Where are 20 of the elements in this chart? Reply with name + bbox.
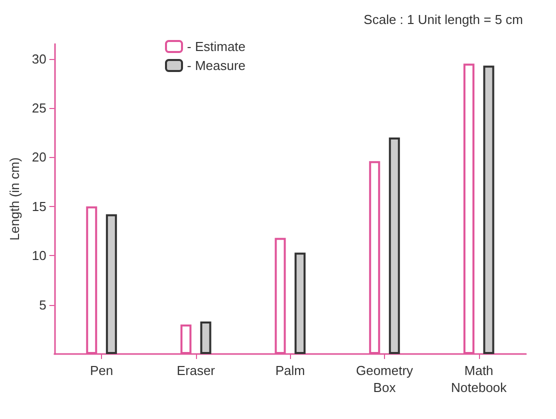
bar bbox=[200, 322, 212, 354]
y-tick-label: 5 bbox=[39, 297, 46, 312]
x-tick-label: Math Notebook bbox=[451, 363, 508, 395]
x-tick-label: Geometry Box bbox=[356, 363, 414, 395]
legend-label: - Estimate bbox=[187, 39, 246, 54]
x-tick-label: Eraser bbox=[176, 363, 216, 378]
bar bbox=[106, 214, 117, 354]
y-tick-label: 25 bbox=[32, 100, 46, 116]
legend-label: - Measure bbox=[187, 58, 246, 73]
y-tick-label: 15 bbox=[32, 198, 46, 214]
y-tick-label: 30 bbox=[32, 51, 46, 66]
bar bbox=[483, 66, 494, 354]
y-axis-title: Length (in cm) bbox=[7, 157, 22, 241]
bar bbox=[294, 252, 306, 354]
y-tick-label: 20 bbox=[32, 150, 46, 165]
x-tick-label: Palm bbox=[275, 363, 305, 378]
bar bbox=[388, 137, 400, 354]
y-tick-label: 10 bbox=[32, 248, 46, 264]
text: Scale : 1 Unit length = 5 cm bbox=[364, 12, 524, 27]
x-tick-label: Pen bbox=[90, 363, 114, 378]
